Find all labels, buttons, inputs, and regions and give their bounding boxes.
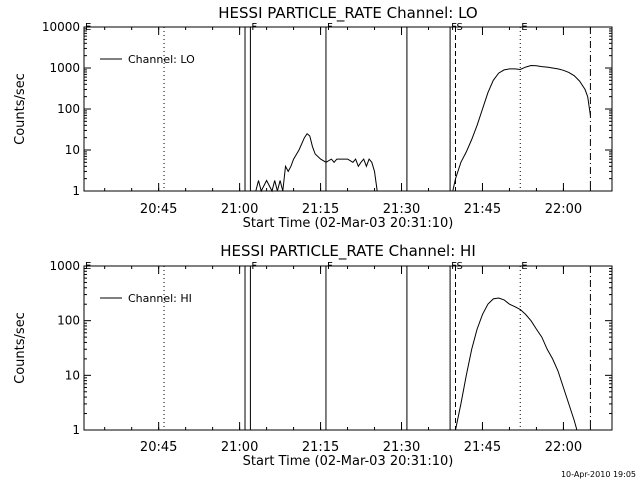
legend-label: Channel: LO bbox=[128, 53, 195, 66]
event-marker-label: E bbox=[85, 261, 91, 272]
chart-title: HESSI PARTICLE_RATE Channel: HI bbox=[220, 242, 476, 261]
x-tick-label: 21:15 bbox=[302, 440, 339, 455]
y-tick-label: 1 bbox=[72, 184, 80, 198]
plot-frame bbox=[83, 265, 613, 431]
series-line bbox=[255, 179, 284, 193]
y-tick-label: 1000 bbox=[49, 259, 80, 273]
event-marker-label: E bbox=[85, 22, 91, 33]
event-marker-label: F bbox=[251, 261, 257, 272]
x-tick-label: 21:00 bbox=[221, 440, 258, 455]
x-tick-label: 21:45 bbox=[464, 202, 501, 217]
y-tick-label: 1 bbox=[72, 423, 80, 437]
series-line bbox=[282, 132, 378, 192]
event-marker-label: E bbox=[521, 261, 527, 272]
y-axis-label: Counts/sec bbox=[13, 312, 28, 384]
y-tick-label: 1000 bbox=[49, 61, 80, 75]
event-marker-label: F bbox=[451, 261, 457, 272]
y-tick-label: 100 bbox=[57, 314, 80, 328]
event-marker-label: F bbox=[327, 22, 333, 33]
chart-title: HESSI PARTICLE_RATE Channel: LO bbox=[218, 4, 477, 23]
x-tick-label: 20:45 bbox=[140, 202, 177, 217]
x-tick-label: 21:30 bbox=[383, 440, 420, 455]
event-marker-label: E bbox=[521, 22, 527, 33]
plot-frame bbox=[83, 26, 613, 192]
y-tick-label: 10 bbox=[65, 143, 80, 157]
x-tick-label: 22:00 bbox=[545, 202, 582, 217]
series-line bbox=[452, 64, 591, 192]
plot-timestamp: 10-Apr-2010 19:05 bbox=[560, 470, 636, 479]
event-marker-label: S bbox=[456, 261, 462, 272]
y-tick-label: 10 bbox=[65, 368, 80, 382]
series-line bbox=[455, 297, 578, 431]
chart-panel-hi: HESSI PARTICLE_RATE Channel: HI 1 10 100 100… bbox=[13, 242, 613, 469]
x-axis-label: Start Time (02-Mar-03 20:31:10) bbox=[243, 216, 454, 231]
x-tick-label: 22:00 bbox=[545, 440, 582, 455]
event-marker-label: S bbox=[456, 22, 462, 33]
y-tick-label: 100 bbox=[57, 102, 80, 116]
event-marker-label: F bbox=[451, 22, 457, 33]
x-tick-label: 20:45 bbox=[140, 440, 177, 455]
x-tick-label: 21:15 bbox=[302, 202, 339, 217]
x-tick-label: 21:30 bbox=[383, 202, 420, 217]
x-tick-label: 21:00 bbox=[221, 202, 258, 217]
x-axis-label: Start Time (02-Mar-03 20:31:10) bbox=[243, 454, 454, 469]
chart-panel-lo: HESSI PARTICLE_RATE Channel: LO 1 10 100 100… bbox=[13, 4, 613, 231]
legend-label: Channel: HI bbox=[128, 292, 192, 305]
event-marker-label: F bbox=[327, 261, 333, 272]
y-axis-label: Counts/sec bbox=[13, 73, 28, 145]
event-marker-label: F bbox=[251, 22, 257, 33]
y-tick-label: 10000 bbox=[42, 20, 80, 34]
x-tick-label: 21:45 bbox=[464, 440, 501, 455]
